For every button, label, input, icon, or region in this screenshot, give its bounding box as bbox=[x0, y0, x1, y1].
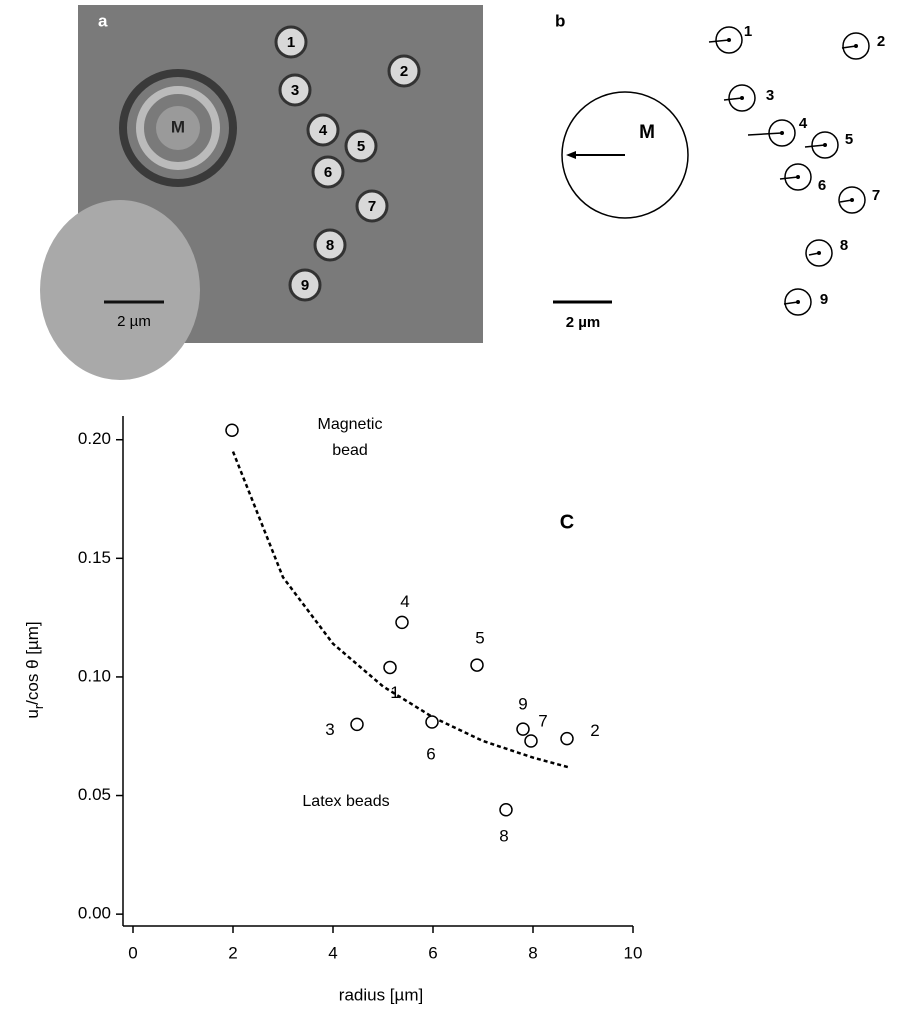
data-point bbox=[500, 804, 512, 816]
bead-label: 5 bbox=[845, 131, 853, 148]
magnet-label: M bbox=[171, 117, 185, 136]
bead-label: 1 bbox=[287, 34, 295, 51]
bead-label: 9 bbox=[820, 291, 828, 308]
bead-center bbox=[850, 198, 854, 202]
panel-b: b M 1 2 3 4 5 6 7 8 9 2 µm bbox=[553, 11, 885, 330]
bead-label: 5 bbox=[357, 138, 365, 155]
y-tick-label: 0.05 bbox=[78, 785, 111, 804]
data-point bbox=[226, 424, 238, 436]
bead-label: 1 bbox=[744, 23, 752, 40]
x-tick-label: 10 bbox=[624, 943, 643, 962]
displacement-arrow bbox=[784, 302, 798, 304]
bead-center bbox=[796, 300, 800, 304]
annotation: Magnetic bbox=[318, 416, 383, 433]
bead-center bbox=[817, 251, 821, 255]
y-tick-label: 0.00 bbox=[78, 904, 111, 923]
point-label: 1 bbox=[390, 683, 399, 702]
bead-label: 3 bbox=[766, 87, 774, 104]
data-point bbox=[351, 718, 363, 730]
bead-label: 3 bbox=[291, 82, 299, 99]
displacement-arrow bbox=[748, 133, 782, 135]
point-label: 4 bbox=[400, 592, 409, 611]
displacement-arrow bbox=[709, 40, 729, 42]
x-axis-label: radius [µm] bbox=[339, 985, 423, 1004]
magnet-label: M bbox=[639, 122, 655, 143]
bead-label: 6 bbox=[324, 164, 332, 181]
bead-center bbox=[727, 38, 731, 42]
data-point bbox=[525, 735, 537, 747]
y-tick-label: 0.15 bbox=[78, 548, 111, 567]
x-tick-label: 4 bbox=[328, 943, 337, 962]
data-point bbox=[471, 659, 483, 671]
data-point bbox=[426, 716, 438, 728]
figure: a M 1 2 3 4 5 6 7 8 9 2 µm b M 1 2 3 4 5 6 7 8 9 2 µm 0.00 0.05… bbox=[0, 0, 898, 1007]
point-label: 9 bbox=[518, 695, 527, 714]
panel-label: C bbox=[560, 511, 574, 533]
point-label: 8 bbox=[499, 826, 508, 845]
displacement-arrow bbox=[805, 145, 825, 147]
bead-center bbox=[823, 143, 827, 147]
displacement-arrow bbox=[780, 177, 798, 179]
point-label: 2 bbox=[590, 721, 599, 740]
y-label-base: u bbox=[23, 709, 42, 718]
bead-label: 2 bbox=[400, 63, 408, 80]
bead-label: 9 bbox=[301, 277, 309, 294]
bead-label: 4 bbox=[319, 122, 328, 139]
arrow-head bbox=[566, 151, 576, 159]
x-tick-label: 2 bbox=[228, 943, 237, 962]
panel-label: a bbox=[98, 11, 108, 30]
data-point bbox=[396, 616, 408, 628]
annotation: Latex beads bbox=[302, 793, 389, 810]
data-point bbox=[384, 661, 396, 673]
point-label: 3 bbox=[325, 720, 334, 739]
y-tick-label: 0.20 bbox=[78, 429, 111, 448]
cell-body bbox=[40, 200, 200, 380]
data-point bbox=[561, 733, 573, 745]
scale-label: 2 µm bbox=[566, 314, 601, 331]
point-label: 6 bbox=[426, 744, 435, 763]
bead-center bbox=[854, 44, 858, 48]
bead-label: 8 bbox=[840, 237, 848, 254]
point-label: 5 bbox=[475, 629, 484, 648]
y-axis-label: ur/cos θ [µm] bbox=[23, 621, 46, 718]
displacement-arrow bbox=[724, 98, 742, 100]
data-point bbox=[517, 723, 529, 735]
scale-label: 2 µm bbox=[117, 313, 151, 330]
x-tick-label: 6 bbox=[428, 943, 437, 962]
x-tick-label: 0 bbox=[128, 943, 137, 962]
bead-label: 8 bbox=[326, 237, 334, 254]
annotation: bead bbox=[332, 442, 368, 459]
bead-label: 7 bbox=[368, 198, 376, 215]
x-tick-label: 8 bbox=[528, 943, 537, 962]
bead-label: 6 bbox=[818, 177, 826, 194]
bead-center bbox=[780, 131, 784, 135]
displacement-arrow bbox=[842, 46, 856, 48]
y-tick-label: 0.10 bbox=[78, 666, 111, 685]
bead-label: 2 bbox=[877, 33, 885, 50]
panel-label: b bbox=[555, 11, 565, 30]
bead-center bbox=[740, 96, 744, 100]
bead-label: 7 bbox=[872, 187, 880, 204]
bead-label: 4 bbox=[799, 115, 808, 132]
point-label: 7 bbox=[538, 711, 547, 730]
bead-center bbox=[796, 175, 800, 179]
chart: 0.00 0.05 0.10 0.15 0.20 0 2 4 6 8 10 radius [µm] ur… bbox=[23, 416, 642, 1004]
y-label-rest: /cos θ [µm] bbox=[23, 621, 42, 704]
